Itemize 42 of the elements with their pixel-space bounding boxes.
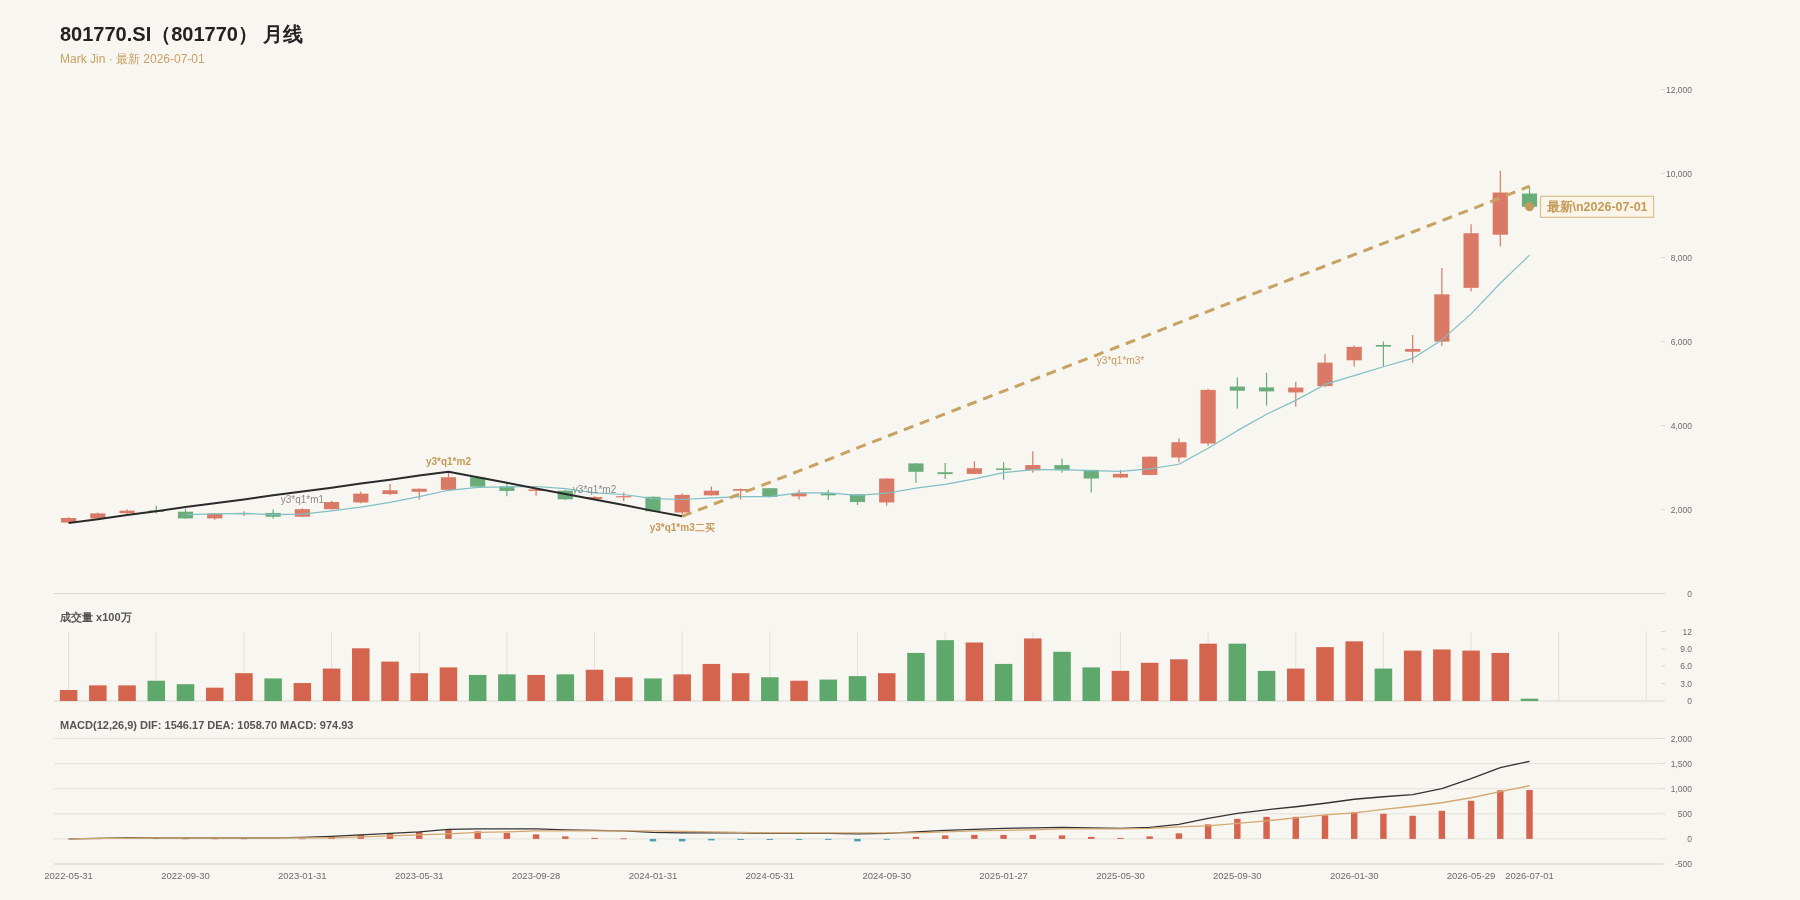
x-tick-label: 2025-01-27 xyxy=(979,869,1028,881)
chart-title: 801770.SI（801770） 月线 xyxy=(60,23,304,45)
x-tick-label: 2024-09-30 xyxy=(862,869,912,881)
x-tick-label: 2022-09-30 xyxy=(161,869,210,881)
y-tick-label: 2,000 xyxy=(1670,733,1693,744)
annotation: y3*q1*m3二买 xyxy=(649,522,715,534)
y-tick-label: 9.0 xyxy=(1680,643,1693,654)
x-tick-label: 2024-05-31 xyxy=(745,869,795,881)
x-tick-label: 2023-09-28 xyxy=(511,869,561,881)
y-tick-label: 8,000 xyxy=(1670,252,1693,263)
y-tick-label: 500 xyxy=(1677,808,1693,819)
y-tick-label: 0 xyxy=(1687,833,1693,844)
chart-title: MACD(12,26,9) DIF: 1546.17 DEA: 1058.70 MACD: 974.93 xyxy=(60,718,354,731)
annotation: y3*q1*m2 xyxy=(425,455,472,467)
x-tick-label: 2025-09-30 xyxy=(1213,869,1262,881)
chart-title: 成交量 x100万 xyxy=(59,610,132,623)
y-tick-label: 0 xyxy=(1687,588,1693,599)
annotation: y3*q1*m2 xyxy=(572,483,617,495)
annotation: 最新\n2026-07-01 xyxy=(1545,199,1648,215)
y-tick-label: 3.0 xyxy=(1680,678,1693,689)
y-tick-label: -500 xyxy=(1674,859,1693,869)
x-tick-label: 2023-01-31 xyxy=(278,869,327,881)
y-tick-label: 1,500 xyxy=(1670,758,1693,769)
y-tick-label: 4,000 xyxy=(1670,420,1693,431)
annotation: y3*q1*m1 xyxy=(280,493,325,505)
y-tick-label: 12 xyxy=(1682,626,1693,637)
y-tick-label: 6,000 xyxy=(1670,336,1693,347)
x-tick-label: 2026-05-29 xyxy=(1446,869,1496,881)
y-tick-label: 0 xyxy=(1687,696,1693,706)
chart-subtitle: Mark Jin · 最新 2026-07-01 xyxy=(60,51,206,66)
y-tick-label: 10,000 xyxy=(1666,168,1693,179)
x-tick-label: 2026-01-30 xyxy=(1329,869,1379,881)
y-tick-label: 1,000 xyxy=(1670,783,1693,794)
x-tick-label: 2026-07-01 xyxy=(1505,869,1554,881)
annotation: y3*q1*m3* xyxy=(1096,354,1145,366)
y-tick-label: 2,000 xyxy=(1670,504,1693,515)
x-tick-label: 2022-05-31 xyxy=(44,869,93,881)
y-tick-label: 6.0 xyxy=(1680,661,1693,672)
x-tick-label: 2023-05-31 xyxy=(394,869,444,881)
y-tick-label: 12,000 xyxy=(1666,84,1693,95)
x-tick-label: 2024-01-31 xyxy=(628,869,678,881)
x-tick-label: 2025-05-30 xyxy=(1096,869,1145,881)
